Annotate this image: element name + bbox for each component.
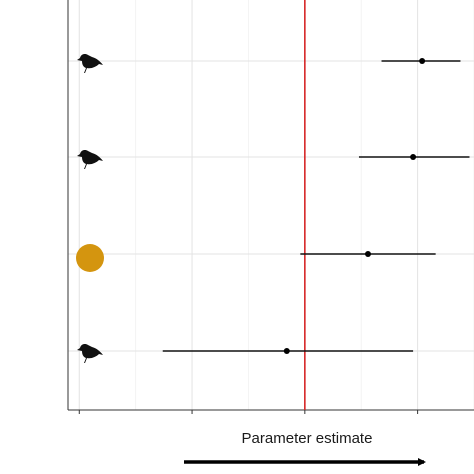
point-estimate [364,251,371,257]
vu-badge [76,244,104,272]
coefficient-row [77,150,470,169]
point-estimate [419,58,426,64]
coefficient-row [77,344,414,363]
bird-silhouette-shape [77,344,103,363]
bird-silhouette-icon [77,150,103,169]
coefficient-row [76,244,436,272]
bird-silhouette-icon [77,54,103,73]
plot-panel [67,0,474,411]
bird-silhouette-shape [77,150,103,169]
data-rows [76,54,470,363]
bird-silhouette-icon [77,344,103,363]
x-axis-title: Parameter estimate [242,430,373,447]
vu-badge-circle [76,244,104,272]
point-estimate [410,154,417,160]
coefficient-row [77,54,461,73]
point-estimate [283,348,290,354]
x-axis [78,410,419,414]
bird-silhouette-shape [77,54,103,73]
